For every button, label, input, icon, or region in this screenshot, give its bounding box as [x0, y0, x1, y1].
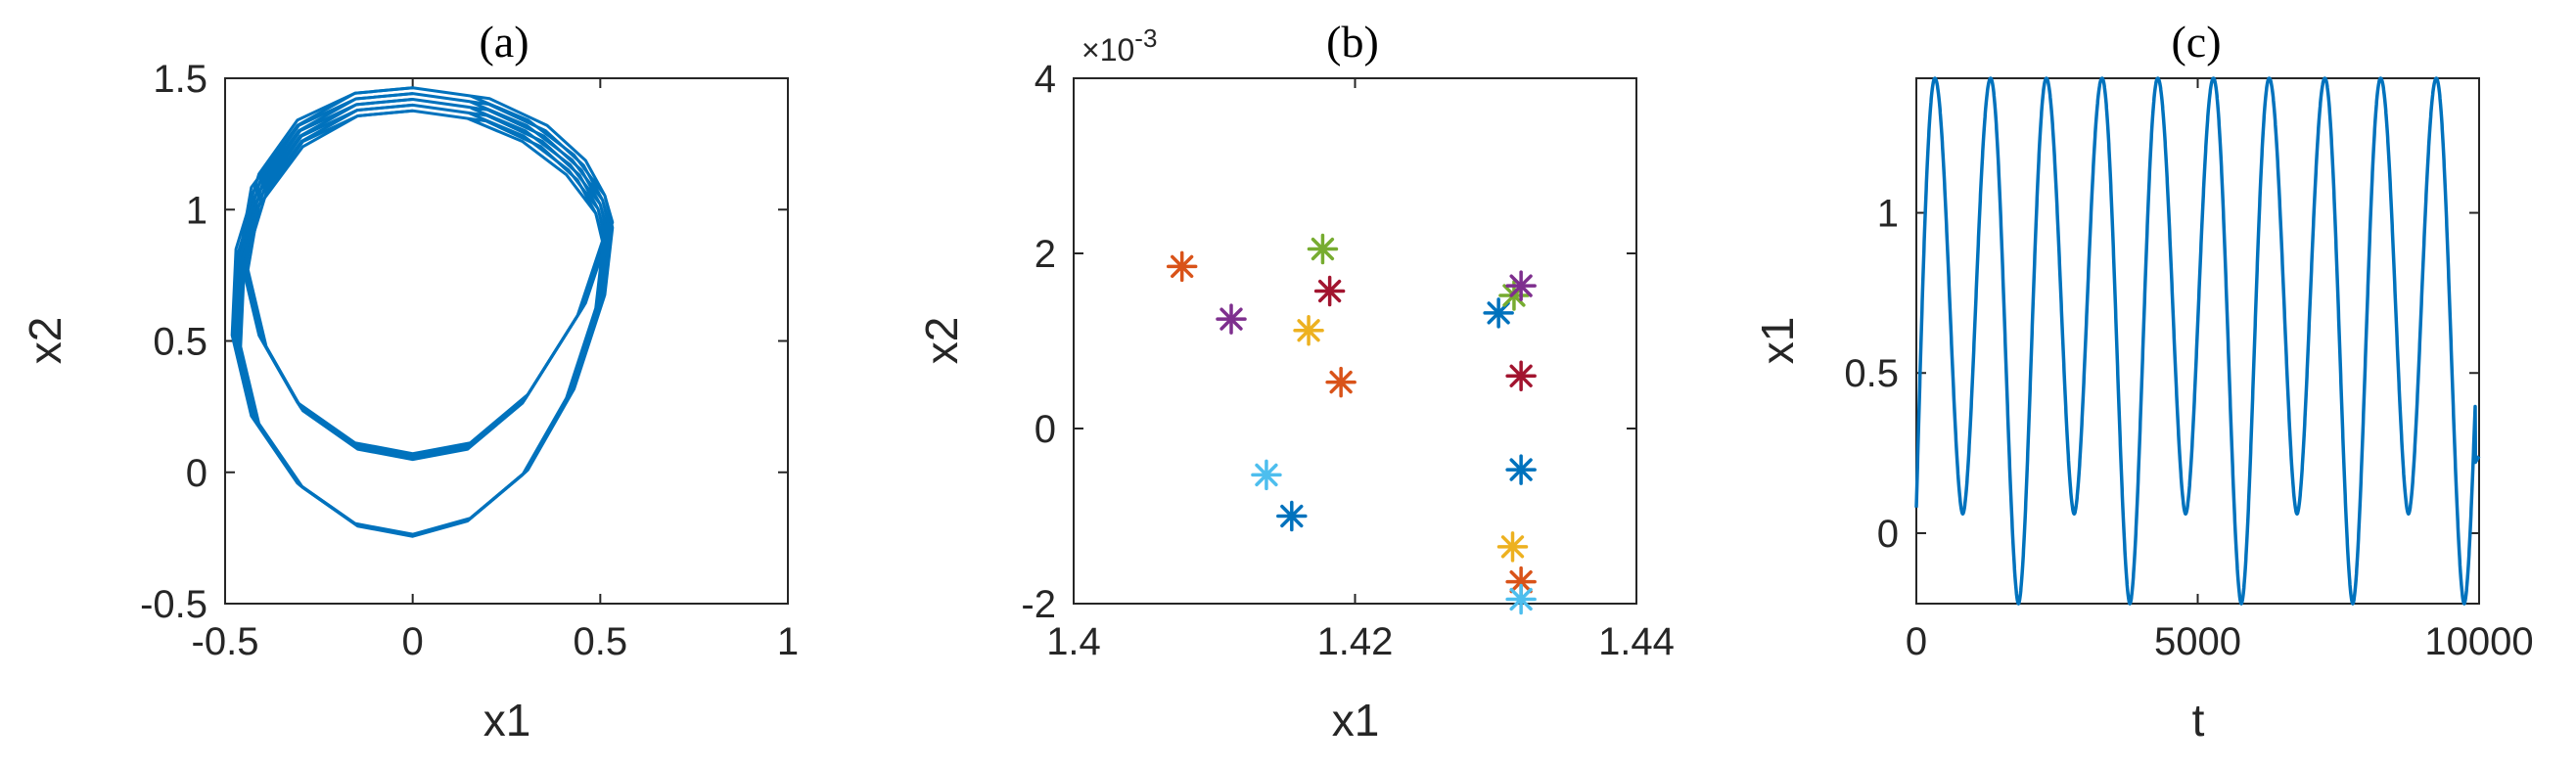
- panel-a-ticks: -0.5 0 0.5 1 -0.5 0 0.5 1 1.5: [140, 58, 799, 663]
- panel-b-ytick-label: 0: [1035, 408, 1056, 451]
- panel-c: (c) 0 5000 10000 0 0.5 1 t x1: [1752, 17, 2534, 745]
- panel-b-xtick-label: 1.4: [1046, 620, 1101, 663]
- panel-b-ylabel: x2: [916, 317, 967, 365]
- panel-a-ylabel: x2: [20, 317, 70, 365]
- panel-c-xlabel: t: [2192, 695, 2205, 745]
- panel-a-title: (a): [479, 17, 529, 67]
- panel-c-ytick-label: 0: [1877, 513, 1899, 556]
- panel-a-trajectory-0-4: [246, 109, 605, 462]
- panel-c-series-line: [1914, 76, 2481, 606]
- panel-a-ytick-label: -0.5: [140, 583, 207, 626]
- panel-b-xlabel: x1: [1332, 695, 1380, 745]
- panel-b-ytick-label: -2: [1021, 583, 1056, 626]
- panel-a-xtick-label: 0.5: [574, 620, 628, 663]
- panel-a-ytick-label: 1: [186, 189, 207, 232]
- panel-a-ytick-label: 1.5: [153, 58, 207, 101]
- panel-c-title: (c): [2171, 17, 2221, 67]
- panel-b-xtick-label: 1.44: [1598, 620, 1675, 663]
- panel-b-point: [1251, 459, 1282, 491]
- panel-a-xtick-label: -0.5: [192, 620, 259, 663]
- panel-c-ytick-label: 1: [1877, 193, 1899, 236]
- panel-b-ytick-label: 4: [1035, 58, 1056, 101]
- panel-b-ticks: 1.4 1.42 1.44 -2 0 2 4: [1021, 58, 1675, 663]
- panel-b-point: [1505, 360, 1537, 392]
- panel-c-xtick-label: 5000: [2154, 620, 2241, 663]
- panel-a-trajectory-1-4: [239, 109, 605, 538]
- panel-a-axes-box: [224, 77, 789, 605]
- panel-c-ylabel: x1: [1752, 317, 1803, 365]
- panel-c-plot-area: [1914, 76, 2481, 606]
- panel-a: (a) -0.5 0 0.5 1 -0.5 0 0.5 1 1.5 x1 x2: [20, 17, 799, 745]
- panel-b-xtick-label: 1.42: [1317, 620, 1394, 663]
- panel-c-xtick-label: 10000: [2424, 620, 2533, 663]
- panel-b: (b) ×10-3 1.4 1.42 1.44 -2 0 2 4 x1 x2: [916, 17, 1675, 745]
- panel-b-point: [1216, 303, 1247, 335]
- panel-b-point: [1276, 500, 1308, 532]
- panel-a-trajectory-1-2: [237, 103, 608, 538]
- panel-a-xtick-label: 0: [402, 620, 424, 663]
- panel-b-point: [1505, 583, 1537, 615]
- panel-b-point: [1293, 315, 1324, 346]
- panel-c-ticks: 0 5000 10000 0 0.5 1: [1844, 78, 2534, 663]
- panel-b-point: [1166, 250, 1198, 283]
- panel-b-axes-box: [1073, 77, 1637, 605]
- panel-c-ytick-label: 0.5: [1844, 352, 1899, 395]
- panel-b-point: [1313, 275, 1346, 307]
- panel-a-ytick-label: 0: [186, 452, 207, 495]
- panel-b-point: [1307, 233, 1339, 265]
- panel-a-xlabel: x1: [483, 695, 531, 745]
- panel-c-xtick-label: 0: [1906, 620, 1927, 663]
- panel-b-point: [1325, 366, 1357, 398]
- panel-a-plot-area: [230, 86, 615, 538]
- panel-b-point: [1505, 270, 1537, 301]
- panel-a-xtick-label: 1: [777, 620, 799, 663]
- panel-b-point: [1505, 454, 1537, 485]
- panel-b-y-exponent: ×10-3: [1081, 23, 1157, 68]
- panel-a-trajectory-0-3: [238, 86, 615, 456]
- panel-a-ytick-label: 0.5: [153, 321, 207, 364]
- panel-b-title: (b): [1326, 17, 1379, 67]
- panel-b-ytick-label: 2: [1035, 233, 1056, 276]
- panel-b-plot-area: [1166, 233, 1537, 615]
- panel-b-point: [1496, 531, 1529, 563]
